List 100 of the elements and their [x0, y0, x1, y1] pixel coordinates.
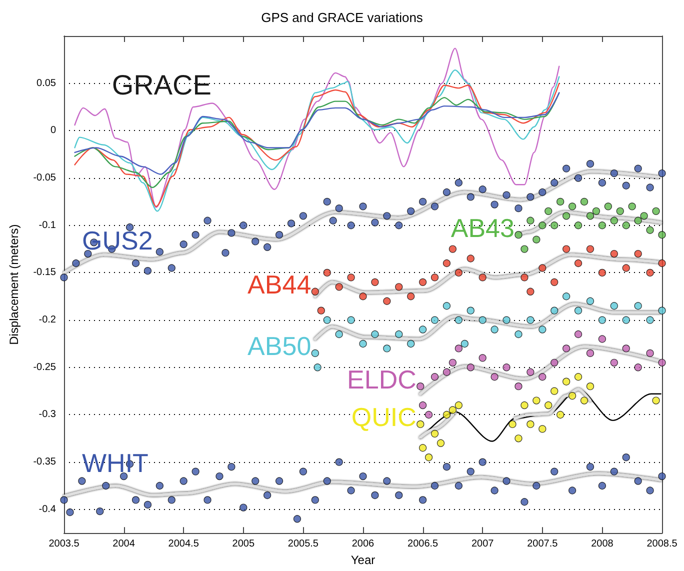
point: [424, 454, 433, 462]
point: [72, 259, 80, 268]
point: [430, 482, 439, 490]
point: [646, 184, 654, 192]
x-tick-label: 2006: [352, 538, 375, 550]
point: [598, 178, 606, 187]
x-tick-label: 2005.5: [288, 538, 319, 550]
point: [454, 268, 462, 277]
point: [416, 420, 424, 428]
point: [120, 472, 128, 480]
point: [532, 482, 540, 490]
point: [556, 198, 564, 206]
point: [156, 248, 164, 256]
point: [634, 250, 642, 258]
point: [538, 222, 546, 230]
point: [311, 288, 319, 296]
point: [430, 430, 439, 438]
point: [520, 401, 528, 410]
point: [574, 174, 582, 182]
point: [478, 354, 486, 362]
point: [550, 358, 558, 366]
point: [466, 306, 474, 314]
point: [347, 222, 355, 230]
point: [538, 326, 546, 334]
point: [323, 198, 331, 206]
y-tick-label: -0.3: [38, 409, 56, 420]
point: [102, 482, 110, 490]
point: [634, 364, 642, 372]
point: [544, 401, 552, 410]
point: [323, 268, 331, 277]
point: [96, 508, 104, 516]
point: [526, 316, 534, 324]
point: [598, 222, 606, 230]
point: [252, 477, 260, 485]
point: [646, 268, 654, 277]
series-label: QUIC: [351, 402, 416, 432]
point: [658, 259, 666, 268]
point: [586, 160, 594, 168]
point: [520, 245, 528, 253]
point: [419, 444, 427, 452]
point: [532, 396, 540, 404]
point: [371, 491, 379, 500]
point: [454, 401, 462, 410]
point: [580, 198, 588, 206]
point: [478, 274, 486, 282]
point: [204, 216, 212, 224]
point: [228, 463, 236, 471]
point: [634, 164, 642, 172]
point: [204, 496, 212, 504]
point: [526, 288, 534, 296]
point: [383, 344, 391, 352]
x-tick-label: 2008.5: [646, 538, 678, 550]
point: [568, 392, 576, 400]
point: [550, 178, 558, 187]
point: [520, 274, 528, 282]
point: [586, 245, 594, 253]
point: [526, 216, 534, 224]
point: [430, 202, 439, 210]
point: [562, 245, 570, 253]
point: [335, 330, 343, 338]
point: [568, 202, 576, 210]
x-tick-label: 2006.5: [408, 538, 439, 550]
point: [371, 278, 379, 286]
x-axis-title: Year: [350, 553, 376, 567]
series-label: AB43: [450, 212, 514, 243]
point: [359, 472, 367, 480]
point: [598, 316, 606, 324]
point: [442, 410, 451, 419]
series-label: ELDC: [347, 364, 416, 394]
point: [478, 458, 486, 466]
point: [419, 326, 427, 334]
point: [126, 223, 134, 232]
point: [180, 240, 188, 248]
y-tick-label: -0.05: [33, 172, 56, 184]
y-tick-label: 0.05: [36, 78, 56, 89]
point: [460, 340, 468, 348]
point: [514, 434, 522, 442]
point: [514, 330, 522, 338]
point: [359, 292, 367, 300]
point: [419, 278, 427, 286]
point: [168, 264, 176, 272]
point: [323, 316, 331, 324]
point: [526, 193, 534, 201]
point: [192, 468, 200, 476]
point: [562, 212, 570, 220]
point: [550, 222, 558, 230]
point: [442, 259, 451, 268]
point: [419, 401, 427, 410]
series-label: AB50: [248, 331, 312, 362]
y-tick-label: -0.1: [38, 220, 56, 231]
point: [550, 387, 558, 395]
point: [430, 316, 439, 324]
point: [514, 231, 522, 239]
annotation: GRACE: [112, 69, 212, 100]
point: [526, 420, 534, 428]
point: [442, 302, 451, 310]
point: [574, 259, 582, 268]
point: [314, 364, 322, 372]
point: [287, 220, 296, 228]
point: [466, 254, 474, 262]
